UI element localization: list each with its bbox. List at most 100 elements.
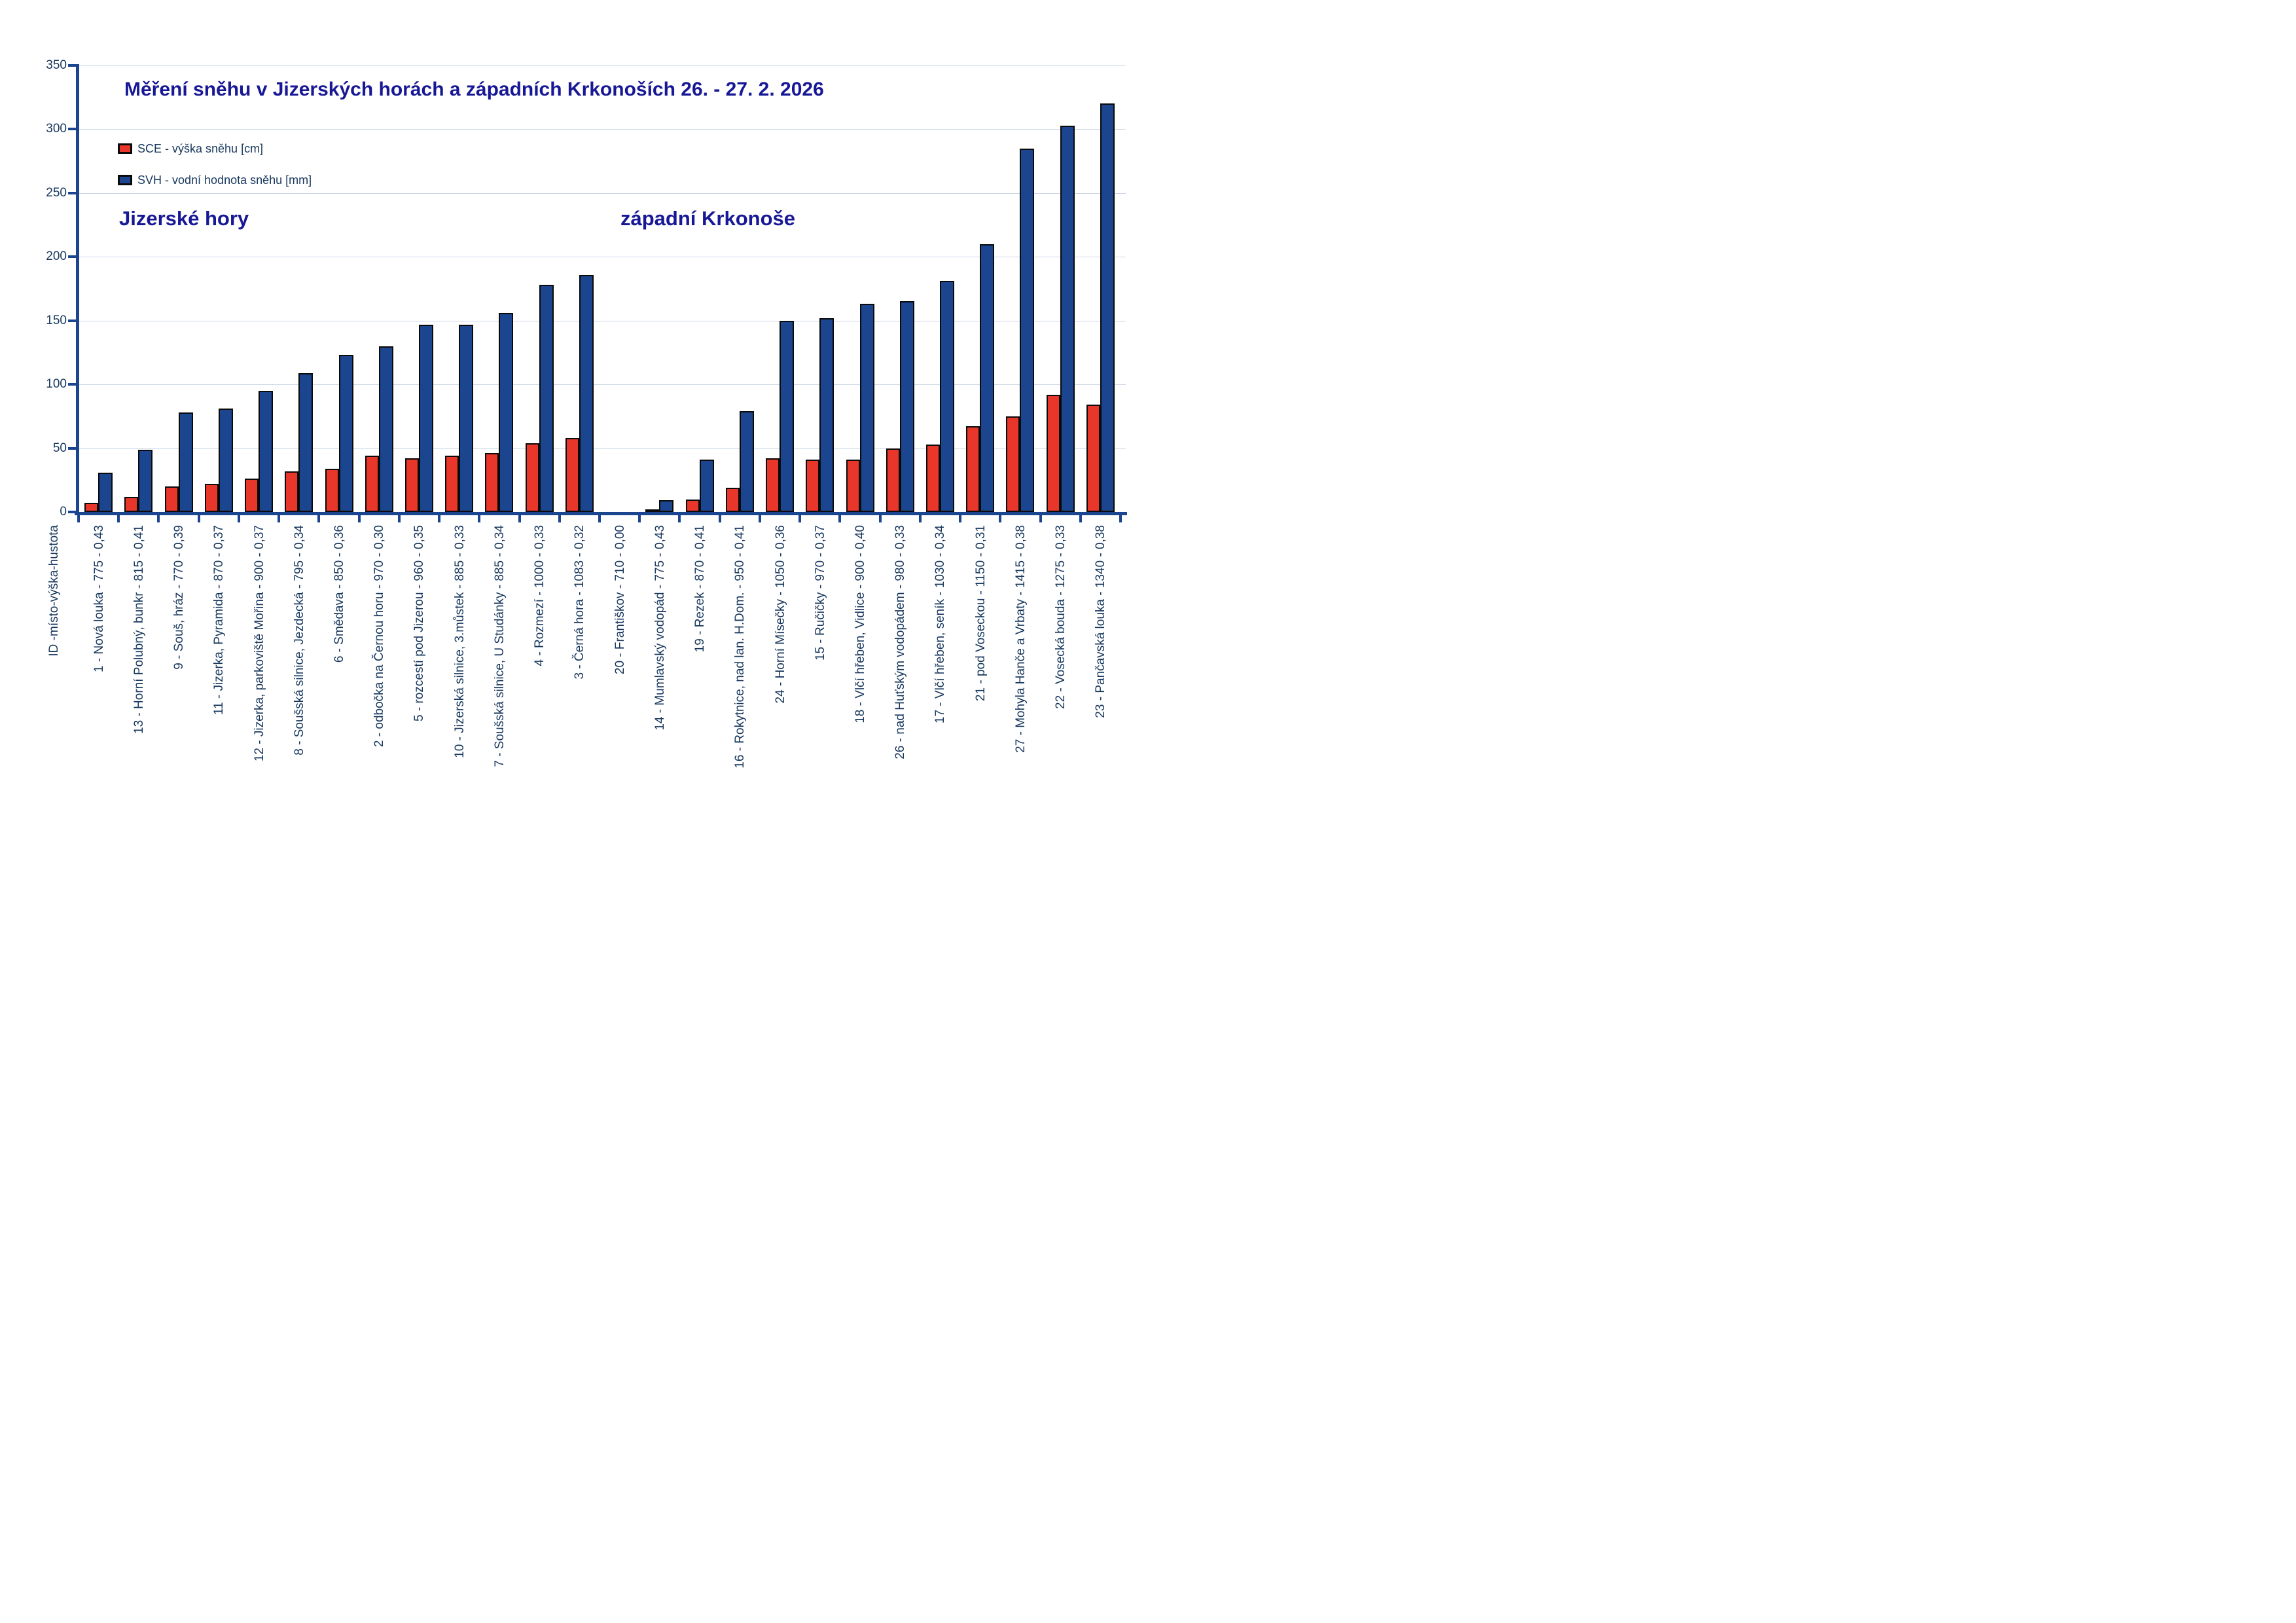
category-label: 11 - Jizerka, Pyramida - 870 - 0,37	[212, 525, 226, 716]
sce-bar	[84, 503, 98, 512]
sce-bar	[405, 458, 419, 512]
svh-bar	[1100, 103, 1115, 512]
x-axis-tick	[598, 515, 601, 522]
category-label: 5 - rozcestí pod Jizerou - 960 - 0,35	[412, 525, 426, 721]
chart-title: Měření sněhu v Jizerských horách a západ…	[124, 79, 824, 100]
y-tick-label: 250	[46, 185, 67, 200]
svh-bar	[179, 412, 193, 512]
y-gridline	[79, 448, 1126, 449]
sce-bar	[645, 509, 659, 513]
x-axis-tick	[638, 515, 641, 522]
y-tick-label: 150	[46, 313, 67, 327]
svh-legend-label: SVH - vodní hodnota sněhu [mm]	[137, 173, 312, 187]
x-axis-title: ID -místo-výška-hustota	[47, 525, 61, 657]
x-axis-tick	[278, 515, 281, 522]
category-label: 26 - nad Huťským vodopádem - 980 - 0,33	[893, 525, 907, 759]
x-axis-tick	[317, 515, 321, 522]
svh-bar	[298, 373, 313, 512]
chart-canvas: Měření sněhu v Jizerských horách a západ…	[0, 0, 1148, 812]
x-axis-tick	[77, 515, 80, 522]
category-label: 16 - Rokytnice, nad lan. H.Dom. - 950 - …	[733, 525, 747, 769]
y-axis-tick	[68, 447, 77, 450]
category-label: 22 - Vosecká bouda - 1275 - 0,33	[1054, 525, 1067, 709]
y-tick-label: 50	[52, 441, 67, 455]
y-tick-label: 100	[46, 377, 67, 392]
y-gridline	[79, 192, 1126, 194]
x-axis-tick	[197, 515, 200, 522]
svh-bar	[419, 324, 433, 512]
sce-bar	[526, 443, 539, 512]
legend-item-sce: SCE - výška sněhu [cm]	[118, 141, 263, 156]
svh-bar	[579, 274, 594, 512]
sce-bar	[325, 468, 339, 512]
y-axis-tick	[68, 128, 77, 131]
x-axis-tick	[357, 515, 361, 522]
svh-bar	[259, 390, 273, 512]
svh-bar	[860, 304, 874, 512]
x-axis-tick	[157, 515, 160, 522]
svh-bar	[659, 500, 673, 512]
svh-bar	[339, 355, 353, 512]
svh-bar	[940, 281, 954, 512]
x-axis-tick	[117, 515, 120, 522]
x-axis-tick	[558, 515, 561, 522]
sce-bar	[165, 486, 179, 512]
sce-bar	[726, 487, 740, 512]
sce-bar	[926, 444, 940, 512]
y-tick-label: 0	[60, 505, 67, 519]
category-label: 3 - Černá hora - 1083 - 0,32	[573, 525, 586, 680]
category-label: 20 - Františkov - 710 - 0,00	[613, 525, 627, 675]
y-tick-label: 350	[46, 58, 67, 72]
y-axis-tick	[68, 64, 77, 67]
sce-bar	[1047, 394, 1060, 512]
sce-bar	[966, 426, 980, 512]
sce-bar	[285, 471, 298, 512]
sce-bar	[1006, 416, 1020, 512]
svh-bar	[1020, 148, 1034, 512]
category-label: 13 - Horní Polubný, bunkr - 815 - 0,41	[132, 525, 146, 734]
x-axis-tick	[999, 515, 1002, 522]
svh-bar	[459, 324, 473, 512]
category-label: 14 - Mumlavský vodopád - 775 - 0,43	[653, 525, 667, 731]
svh-bar	[219, 409, 233, 512]
sce-bar	[766, 458, 780, 512]
x-axis-tick	[1039, 515, 1042, 522]
category-label: 21 - pod Voseckou - 1150 - 0,31	[974, 525, 988, 701]
category-label: 8 - Soušská silnice, Jezdecká - 795 - 0,…	[293, 525, 306, 756]
svh-bar	[980, 244, 994, 512]
category-label: 9 - Souš, hráz - 770 - 0,39	[172, 525, 186, 670]
sce-bar	[686, 499, 700, 512]
sce-bar	[806, 460, 819, 512]
x-axis-tick	[918, 515, 922, 522]
svh-bar	[1060, 125, 1075, 512]
category-label: 17 - Vlčí hřeben, seník - 1030 - 0,34	[933, 525, 947, 724]
category-label: 23 - Pančavská louka - 1340 - 0,38	[1094, 525, 1107, 718]
x-axis-tick	[1119, 515, 1122, 522]
sce-bar	[205, 484, 219, 512]
sce-bar	[846, 460, 860, 512]
y-tick-label: 300	[46, 122, 67, 136]
category-label: 18 - Vlčí hřeben, Vidlice - 900 - 0,40	[853, 525, 867, 723]
svh-bar	[780, 320, 794, 512]
x-axis-tick	[1079, 515, 1082, 522]
category-label: 27 - Mohyla Hanče a Vrbaty - 1415 - 0,38	[1014, 525, 1028, 753]
sce-bar	[565, 437, 579, 512]
x-axis-tick	[838, 515, 842, 522]
sce-legend-label: SCE - výška sněhu [cm]	[137, 141, 264, 155]
x-axis-tick	[478, 515, 481, 522]
svh-bar	[740, 411, 754, 512]
x-axis-line	[75, 512, 1127, 515]
sce-bar	[365, 456, 379, 512]
svh-bar	[700, 460, 714, 512]
x-axis-tick	[678, 515, 681, 522]
y-axis-tick	[68, 191, 77, 194]
y-axis-line	[76, 64, 79, 515]
y-axis-tick	[68, 255, 77, 259]
svh-bar	[819, 318, 834, 512]
sce-bar	[886, 448, 900, 512]
category-label: 7 - Soušská silnice, U Studánky - 885 - …	[493, 525, 507, 767]
sce-legend-swatch-icon	[118, 143, 132, 154]
section-label-jizerske-hory: Jizerské hory	[119, 207, 249, 230]
svh-bar	[539, 285, 554, 512]
sce-bar	[445, 456, 459, 512]
